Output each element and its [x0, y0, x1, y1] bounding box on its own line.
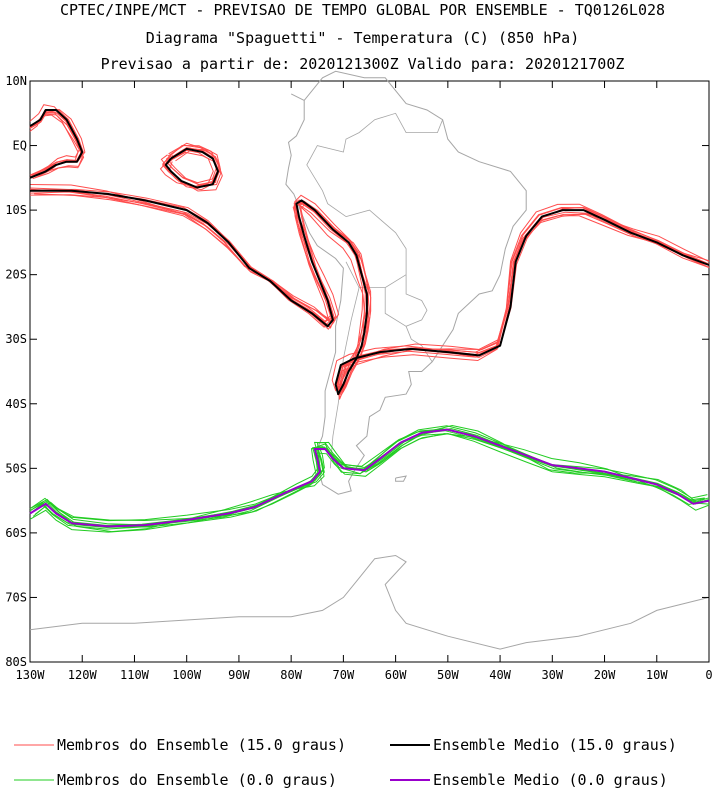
x-tick-label-13: 0	[705, 668, 712, 682]
x-tick-label-7: 60W	[385, 668, 407, 682]
y-tick-label-3: 20S	[5, 268, 27, 282]
y-tick-label-1: EQ	[13, 139, 27, 153]
ensemble-member-1-0-5	[29, 429, 706, 530]
map-border-2	[384, 274, 428, 327]
ensemble-mean-layer	[29, 109, 710, 528]
y-tick-label-6: 50S	[5, 461, 27, 475]
axis-layer: 130W 120W 110W 100W 90W 80W 70W 60W 50W 40W 30W 20W…	[5, 74, 712, 682]
legend-label-mean-0: Ensemble Medio (0.0 graus)	[433, 771, 668, 789]
ensemble-member-0-1-3	[29, 104, 83, 176]
legend-label-members-15: Membros do Ensemble (15.0 graus)	[57, 736, 346, 754]
map-border-0	[345, 209, 407, 289]
x-tick-label-2: 110W	[120, 668, 150, 682]
ensemble-member-1-0-6	[29, 424, 710, 533]
y-tick-label-5: 40S	[5, 397, 27, 411]
ensemble-member-0-2-8	[168, 151, 222, 187]
ensemble-member-0-0-8	[33, 188, 710, 396]
x-tick-label-9: 40W	[489, 668, 511, 682]
x-tick-label-1: 120W	[68, 668, 98, 682]
y-tick-label-7: 60S	[5, 526, 27, 540]
ensemble-mean-line-1-0	[29, 428, 710, 528]
ensemble-member-0-0-5	[29, 194, 710, 392]
x-tick-label-8: 50W	[437, 668, 459, 682]
chart-forecast-dates: Previsao a partir de: 2020121300Z Valido…	[100, 55, 625, 73]
y-tick-label-9: 80S	[5, 655, 27, 669]
ensemble-mean-line-0-1	[29, 109, 84, 179]
x-tick-label-0: 130W	[16, 668, 46, 682]
x-tick-label-10: 30W	[541, 668, 563, 682]
map-layer	[29, 70, 710, 650]
ensemble-member-1-0-7	[29, 430, 710, 529]
ensemble-mean-line-0-2	[164, 147, 219, 189]
y-tick-label-4: 30S	[5, 332, 27, 346]
y-tick-label-0: 10N	[5, 74, 27, 88]
ensemble-member-1-0-4	[29, 433, 710, 533]
x-tick-label-5: 80W	[280, 668, 302, 682]
map-coastline-2	[395, 475, 408, 482]
ensemble-members-layer	[29, 104, 710, 533]
x-tick-label-3: 100W	[172, 668, 202, 682]
x-tick-label-6: 70W	[333, 668, 355, 682]
map-border-1	[306, 112, 443, 217]
x-tick-label-12: 10W	[646, 668, 668, 682]
legend-label-members-0: Membros do Ensemble (0.0 graus)	[57, 771, 337, 789]
plot-frame	[29, 80, 710, 663]
ensemble-member-1-0-1	[32, 433, 710, 522]
ensemble-member-0-2-6	[165, 144, 220, 191]
ensemble-member-1-0-2	[30, 428, 710, 528]
legend-lines	[14, 744, 430, 781]
map-border-3	[405, 326, 433, 363]
x-tick-label-4: 90W	[228, 668, 250, 682]
y-tick-label-2: 10S	[5, 203, 27, 217]
map-coastline-1	[29, 554, 710, 650]
ensemble-mean-line-0-0	[30, 189, 710, 396]
chart-subtitle: Diagrama "Spaguetti" - Temperatura (C) (…	[145, 29, 580, 47]
legend-label-mean-15: Ensemble Medio (15.0 graus)	[433, 736, 677, 754]
y-tick-label-8: 70S	[5, 590, 27, 604]
ensemble-member-0-2-1	[162, 149, 214, 188]
ensemble-member-0-2-5	[165, 147, 222, 186]
map-coastline-0	[285, 70, 527, 495]
chart-title: CPTEC/INPE/MCT - PREVISAO DE TEMPO GLOBA…	[59, 1, 666, 19]
x-tick-label-11: 20W	[594, 668, 616, 682]
map-border-4	[329, 287, 360, 469]
